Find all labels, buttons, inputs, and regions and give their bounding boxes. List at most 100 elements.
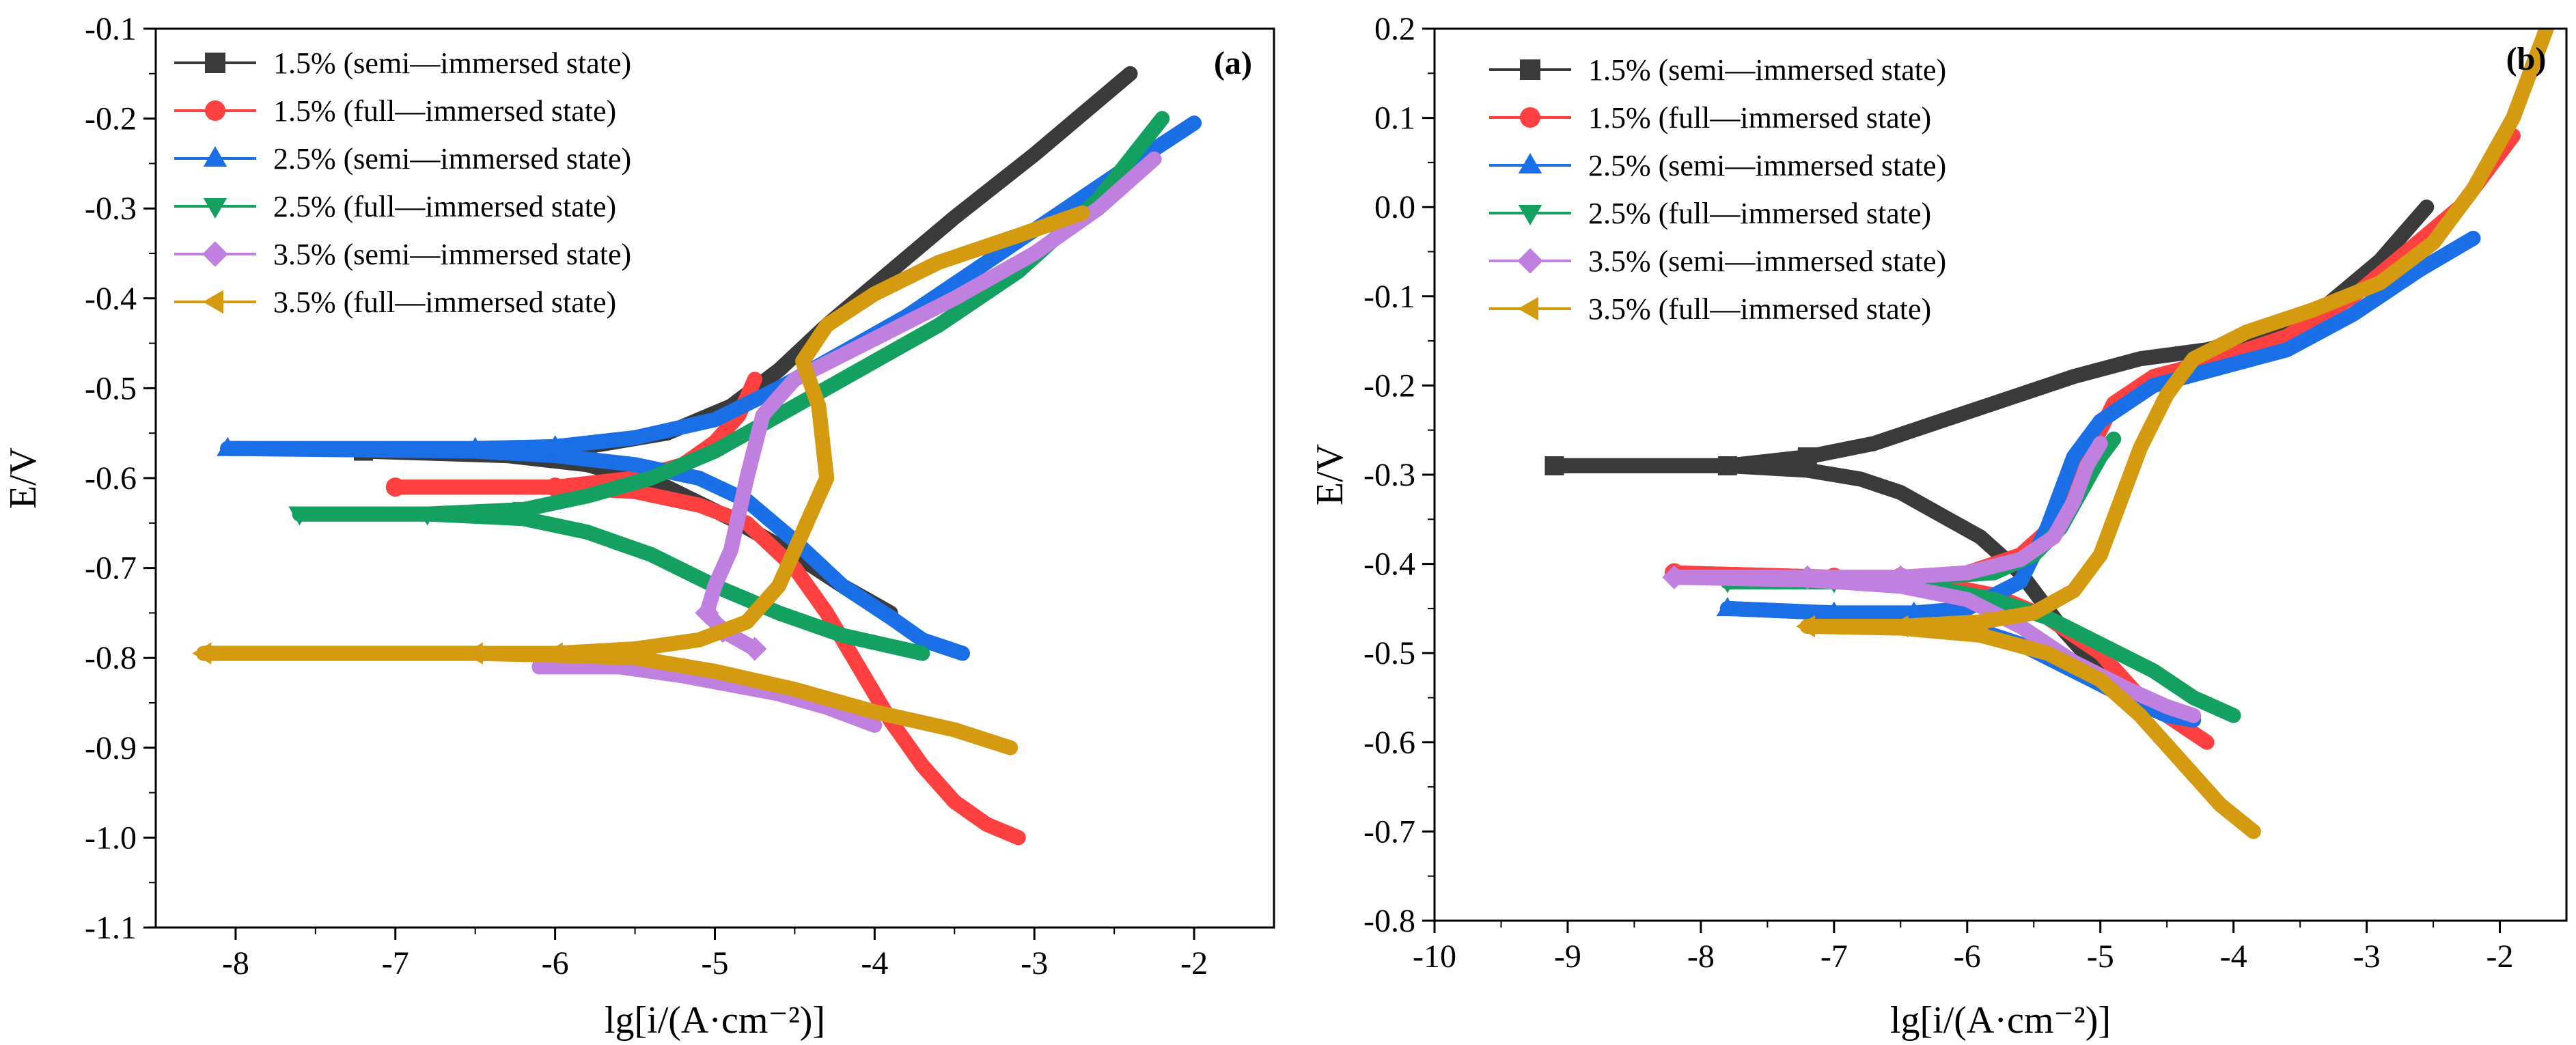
- legend-label: 2.5% (semi—immersed state): [273, 142, 631, 176]
- series-3-marker: [217, 436, 239, 456]
- legend-item: 1.5% (semi—immersed state): [174, 46, 631, 80]
- x-tick-label: -2: [2487, 938, 2514, 975]
- y-tick-label: -1.1: [85, 910, 137, 946]
- x-tick-label: -4: [2220, 938, 2247, 975]
- series-6-marker: [463, 642, 483, 665]
- series-3-marker: [544, 435, 566, 455]
- legend-label: 1.5% (semi—immersed state): [1588, 53, 1946, 87]
- y-tick-label: -0.3: [1363, 457, 1415, 493]
- x-axis-title: lg[i/(A·cm⁻²)]: [1890, 999, 2111, 1042]
- legend-marker: [1518, 205, 1542, 225]
- legend-label: 3.5% (full—immersed state): [1588, 292, 1931, 326]
- x-tick-label: -7: [382, 945, 409, 981]
- y-tick-label: -0.8: [1363, 903, 1415, 939]
- y-tick-label: -0.7: [85, 551, 137, 587]
- series-2-marker: [545, 477, 565, 497]
- series-6-anodic-thin: [1807, 29, 2548, 628]
- series-5: [1662, 436, 2202, 723]
- y-tick-label: -0.2: [85, 101, 137, 137]
- series-1-marker: [1545, 456, 1564, 475]
- series-5-marker: [743, 637, 767, 661]
- y-tick-label: -0.4: [1363, 546, 1415, 583]
- legend: 1.5% (semi—immersed state) 1.5% (full—imm…: [174, 46, 631, 319]
- series-1-marker: [1797, 447, 1817, 466]
- y-tick-label: -0.1: [1363, 279, 1415, 315]
- legend-marker: [203, 290, 223, 314]
- legend-marker: [1520, 107, 1540, 128]
- legend-item: 2.5% (full—immersed state): [174, 190, 616, 223]
- series-5-cathodic-thin: [1674, 576, 2194, 717]
- legend-marker: [1517, 248, 1543, 274]
- x-tick-label: -5: [702, 945, 729, 981]
- series-5-cathodic-thin: [539, 665, 875, 727]
- panel-label: (b): [2506, 41, 2547, 77]
- y-tick-label: -0.2: [1363, 367, 1415, 404]
- x-tick-label: -6: [542, 945, 569, 981]
- series-2-marker: [385, 477, 405, 497]
- legend-marker: [1518, 296, 1538, 321]
- series-6-marker: [1796, 615, 1816, 638]
- series-4-marker: [416, 506, 439, 526]
- y-tick-label: -0.4: [85, 281, 137, 317]
- x-tick-label: -8: [1687, 938, 1715, 975]
- legend-marker: [203, 198, 227, 219]
- legend: 1.5% (semi—immersed state) 1.5% (full—imm…: [1489, 53, 1946, 326]
- series-6: [192, 205, 1090, 755]
- series-6: [1796, 29, 2554, 839]
- series-3-marker: [1823, 601, 1845, 621]
- series-group: [192, 66, 1202, 846]
- series-3-marker: [1902, 601, 1925, 621]
- legend-marker: [205, 53, 225, 73]
- legend-marker: [1520, 59, 1540, 80]
- legend-marker: [202, 241, 228, 267]
- y-tick-label: -0.6: [1363, 725, 1415, 761]
- legend-item: 2.5% (semi—immersed state): [174, 142, 631, 176]
- series-3-marker: [464, 436, 486, 456]
- series-1-marker: [1717, 456, 1737, 475]
- series-5-marker: [1662, 565, 1687, 589]
- series-5-marker: [695, 600, 719, 625]
- legend-item: 1.5% (full—immersed state): [174, 94, 616, 128]
- y-axis-title: E/V: [1309, 444, 1351, 505]
- y-tick-label: 0.2: [1374, 11, 1415, 47]
- x-tick-label: -7: [1820, 938, 1848, 975]
- series-2-cathodic-thin: [395, 486, 1019, 839]
- legend-item: 1.5% (full—immersed state): [1489, 101, 1931, 135]
- series-4-cathodic-thin: [299, 513, 923, 655]
- series-6-cathodic-thin: [204, 652, 1011, 749]
- y-tick-label: -1.0: [85, 820, 137, 856]
- y-tick-label: -0.5: [1363, 635, 1415, 671]
- legend-marker: [1518, 153, 1542, 173]
- series-group: [1545, 29, 2554, 839]
- legend-item: 3.5% (semi—immersed state): [1489, 245, 1946, 278]
- panel-label: (a): [1214, 45, 1252, 81]
- legend-item: 3.5% (semi—immersed state): [174, 238, 631, 271]
- y-tick-label: 0.1: [1374, 100, 1415, 137]
- series-5-marker: [1888, 565, 1913, 589]
- x-tick-label: -9: [1554, 938, 1581, 975]
- y-axis-title: E/V: [2, 447, 44, 509]
- legend-label: 2.5% (semi—immersed state): [1588, 149, 1946, 182]
- series-6-marker: [1889, 615, 1909, 638]
- legend-label: 3.5% (semi—immersed state): [273, 238, 631, 271]
- x-tick-label: -8: [222, 945, 249, 981]
- legend-item: 3.5% (full—immersed state): [1489, 292, 1931, 326]
- series-6-marker: [192, 642, 212, 665]
- series-3-marker: [1716, 597, 1739, 617]
- x-tick-label: -6: [1954, 938, 1981, 975]
- y-tick-label: -0.1: [85, 11, 137, 47]
- series-6-cathodic-thin: [1807, 625, 2254, 833]
- series-4-marker: [512, 501, 534, 521]
- panel-b-chart: -10 -9 -8 -7 -6 -5 -4 -3 -2 -0.8 -0.7 -0.6 -0.5 -0.4 -…: [1309, 11, 2568, 1042]
- series-6-marker: [543, 642, 563, 665]
- y-tick-label: -0.6: [85, 460, 137, 497]
- panel-a-chart: -8 -7 -6 -5 -4 -3 -2 -1.1 -1.0 -0.9 -0.8 -0.7 -0.6 -0…: [2, 11, 1275, 1042]
- x-tick-label: -2: [1180, 945, 1208, 981]
- y-tick-label: 0.0: [1374, 189, 1415, 225]
- legend-label: 3.5% (full—immersed state): [273, 285, 616, 319]
- legend-marker: [203, 146, 227, 167]
- legend-label: 2.5% (full—immersed state): [273, 190, 616, 223]
- legend-label: 1.5% (semi—immersed state): [273, 46, 631, 80]
- legend-item: 1.5% (semi—immersed state): [1489, 53, 1946, 87]
- series-4-marker: [288, 506, 311, 526]
